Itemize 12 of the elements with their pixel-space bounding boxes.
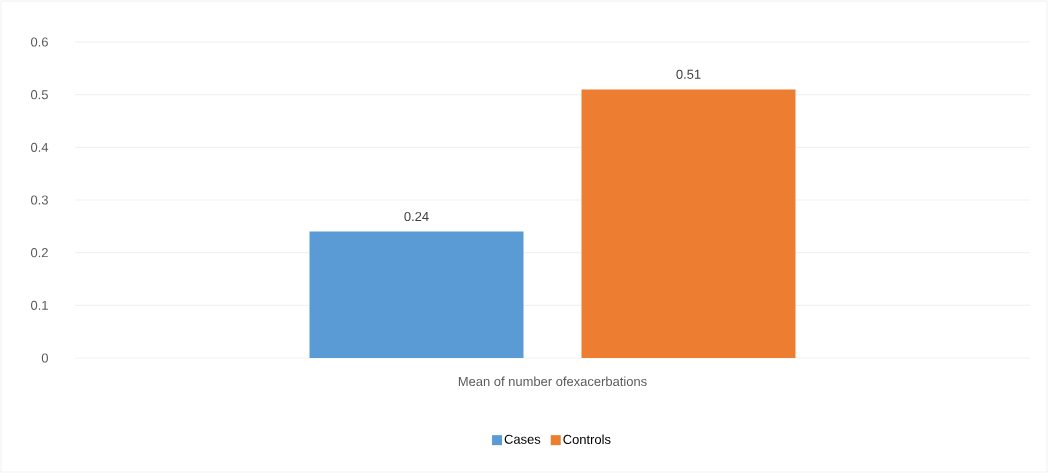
data-label: 0.24 [404, 211, 429, 222]
y-tick-label: 0.2 [30, 248, 48, 258]
legend-label: Controls [563, 434, 611, 445]
y-tick-label: 0.3 [30, 195, 48, 205]
y-tick-label: 0.5 [30, 90, 48, 100]
x-tick-label: Mean of number ofexacerbations [458, 376, 647, 387]
y-tick-label: 0 [41, 353, 48, 363]
legend-label: Cases [504, 434, 541, 444]
y-tick-label: 0.4 [30, 142, 49, 152]
y-tick-label: 0.1 [30, 300, 48, 310]
data-label: 0.51 [676, 69, 701, 79]
y-tick-label: 0.6 [30, 37, 48, 47]
